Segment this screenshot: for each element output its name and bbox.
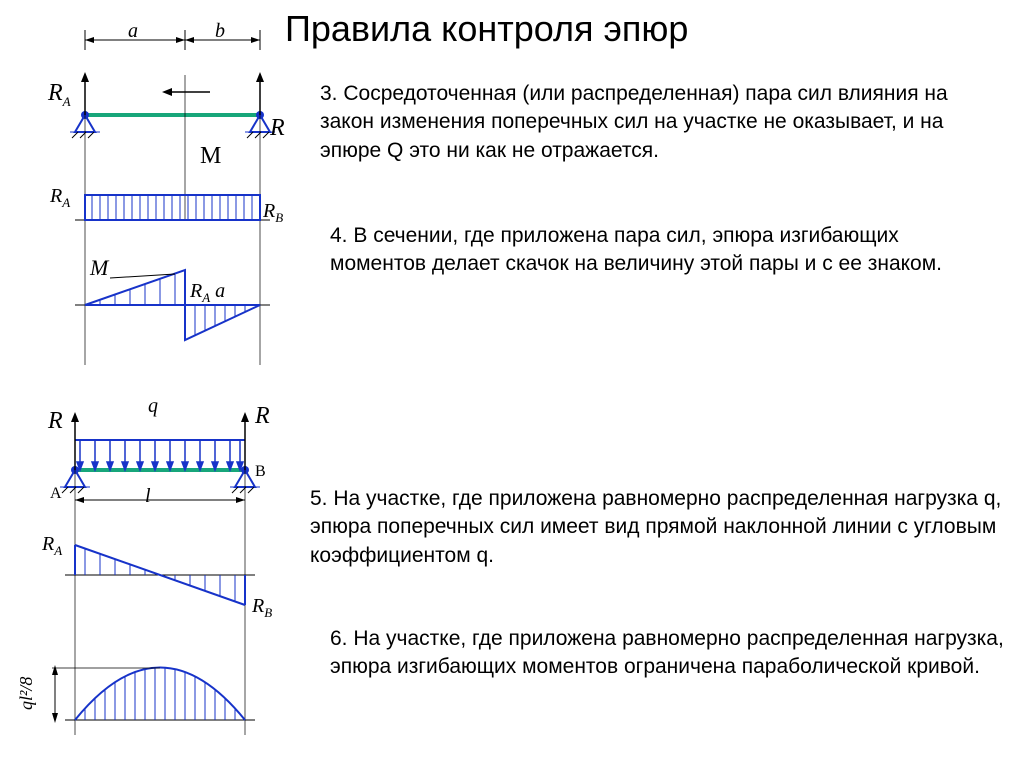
diagram-1: a b RA R M RA RB M RA a — [50, 20, 310, 380]
l-label: l — [145, 485, 151, 508]
ra2-label: RA — [42, 533, 62, 559]
m-label: M — [200, 143, 221, 170]
rb2-label: RB — [252, 595, 272, 621]
diagram-2: q R R A B l RA RB ql²/8 — [30, 400, 290, 750]
formula-label: ql²/8 — [16, 677, 37, 710]
rule-4: 4. В сечении, где приложена пара сил, эп… — [330, 222, 1000, 279]
rule-5: 5. На участке, где приложена равномерно … — [310, 485, 1010, 570]
ra-bottom: RA a — [190, 280, 225, 306]
dim-a: a — [128, 20, 138, 43]
r2-label: R — [255, 403, 270, 430]
rb-diag: RB — [263, 200, 283, 226]
ra-diag: RA — [50, 185, 70, 211]
r-label: R — [270, 115, 285, 142]
a-label: A — [50, 485, 62, 503]
q-label: q — [148, 395, 158, 418]
b-label: B — [255, 463, 266, 481]
m-moment: M — [90, 255, 108, 281]
r1-label: R — [48, 408, 63, 435]
ra-label: RA — [48, 80, 71, 110]
rule-3: 3. Сосредоточенная (или распределенная) … — [320, 80, 1000, 165]
rule-6: 6. На участке, где приложена равномерно … — [330, 625, 1010, 682]
dim-b: b — [215, 20, 225, 43]
page-title: Правила контроля эпюр — [285, 8, 688, 50]
